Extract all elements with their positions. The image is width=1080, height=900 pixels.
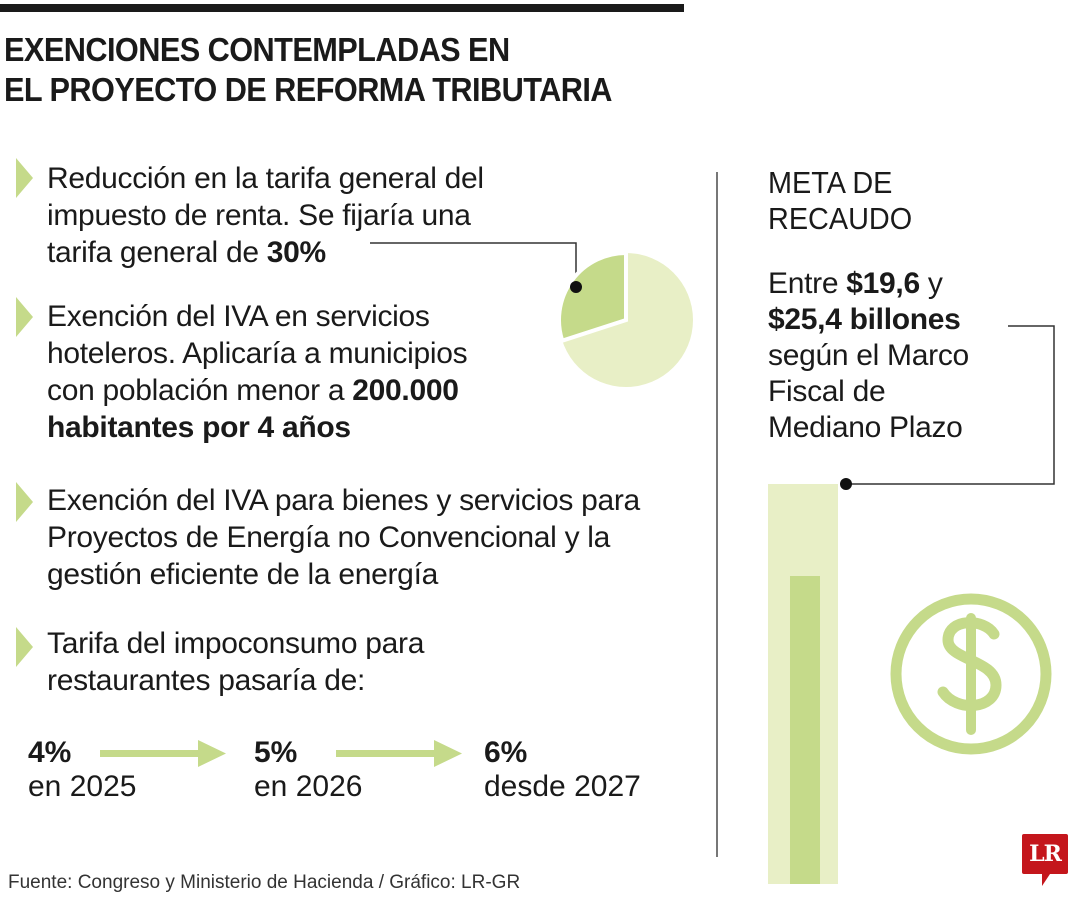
item-highlight: 30% <box>266 236 326 269</box>
item-text: Exención del IVA en servicios <box>47 300 430 333</box>
logo-text: LR <box>1029 841 1062 867</box>
arrow-right-icon <box>336 740 462 767</box>
rate: 6% <box>484 736 528 769</box>
text: Fiscal de <box>768 375 886 408</box>
rate: 5% <box>254 736 298 769</box>
period: desde 2027 <box>484 770 641 803</box>
title-line-2: EL PROYECTO DE REFORMA TRIBUTARIA <box>4 71 612 108</box>
item-highlight: habitantes por 4 años <box>47 411 351 444</box>
item-text: Reducción en la tarifa general del <box>47 162 484 195</box>
item-impoconsumo: Tarifa del impoconsumo para restaurantes… <box>47 625 424 699</box>
lr-logo: LR <box>1022 834 1068 886</box>
page-title: EXENCIONES CONTEMPLADAS EN EL PROYECTO D… <box>4 30 612 110</box>
high-value: $25,4 billones <box>768 303 961 336</box>
item-text: con población menor a <box>47 374 353 407</box>
heading-line: META DE <box>768 165 893 200</box>
timeline-step: 6% desde 2027 <box>484 736 641 804</box>
period: en 2026 <box>254 770 363 803</box>
item-text: tarifa general de <box>47 236 267 269</box>
item-text: Tarifa del impoconsumo para <box>47 627 425 660</box>
item-text: Exención del IVA para bienes y servicios… <box>47 484 640 517</box>
range-bar-low <box>790 576 820 884</box>
leader-dot <box>570 281 582 293</box>
leader-line <box>370 242 577 287</box>
timeline-arrows <box>100 740 462 767</box>
column-divider <box>716 172 718 857</box>
text: y <box>919 267 943 300</box>
bullet-triangle-icon <box>16 627 33 667</box>
tax-rate-pie <box>370 242 693 387</box>
leader-dot <box>840 478 852 490</box>
item-energy-vat: Exención del IVA para bienes y servicios… <box>47 482 640 593</box>
text: Entre <box>768 267 847 300</box>
source-credit: Fuente: Congreso y Ministerio de Haciend… <box>8 872 521 893</box>
pie-highlight-slice <box>557 250 628 344</box>
leader-line <box>846 325 1055 485</box>
arrow-right-icon <box>100 740 226 767</box>
bullet-triangle-icon <box>16 297 33 337</box>
title-line-1: EXENCIONES CONTEMPLADAS EN <box>4 31 510 68</box>
text: Mediano Plazo <box>768 411 963 444</box>
item-text: hoteleros. Aplicaría a municipios <box>47 337 468 370</box>
item-text: gestión eficiente de la energía <box>47 558 438 591</box>
rate: 4% <box>28 736 72 769</box>
timeline-step: 4% en 2025 <box>28 736 136 804</box>
item-text: restaurantes pasaría de: <box>47 664 365 697</box>
low-value: $19,6 <box>846 267 920 300</box>
meta-heading: META DE RECAUDO <box>768 165 912 237</box>
logo-tail <box>1042 874 1050 886</box>
dollar-coin-icon <box>890 593 1052 755</box>
meta-description: Entre $19,6 y $25,4 billones según el Ma… <box>768 266 969 446</box>
bullet-triangle-icon <box>16 158 33 198</box>
item-hotel-vat: Exención del IVA en servicios hoteleros.… <box>47 298 468 446</box>
timeline-step: 5% en 2026 <box>254 736 362 804</box>
heading-line: RECAUDO <box>768 201 913 236</box>
item-text: Proyectos de Energía no Convencional y l… <box>47 521 611 554</box>
top-rule <box>0 4 684 12</box>
bullet-triangle-icon <box>16 482 33 522</box>
period: en 2025 <box>28 770 137 803</box>
text: según el Marco <box>768 339 969 372</box>
item-highlight: 200.000 <box>352 374 459 407</box>
item-text: impuesto de renta. Se fijaría una <box>47 199 471 232</box>
item-tax-rate: Reducción en la tarifa general del impue… <box>47 160 484 271</box>
meta-graphic <box>768 325 1055 884</box>
